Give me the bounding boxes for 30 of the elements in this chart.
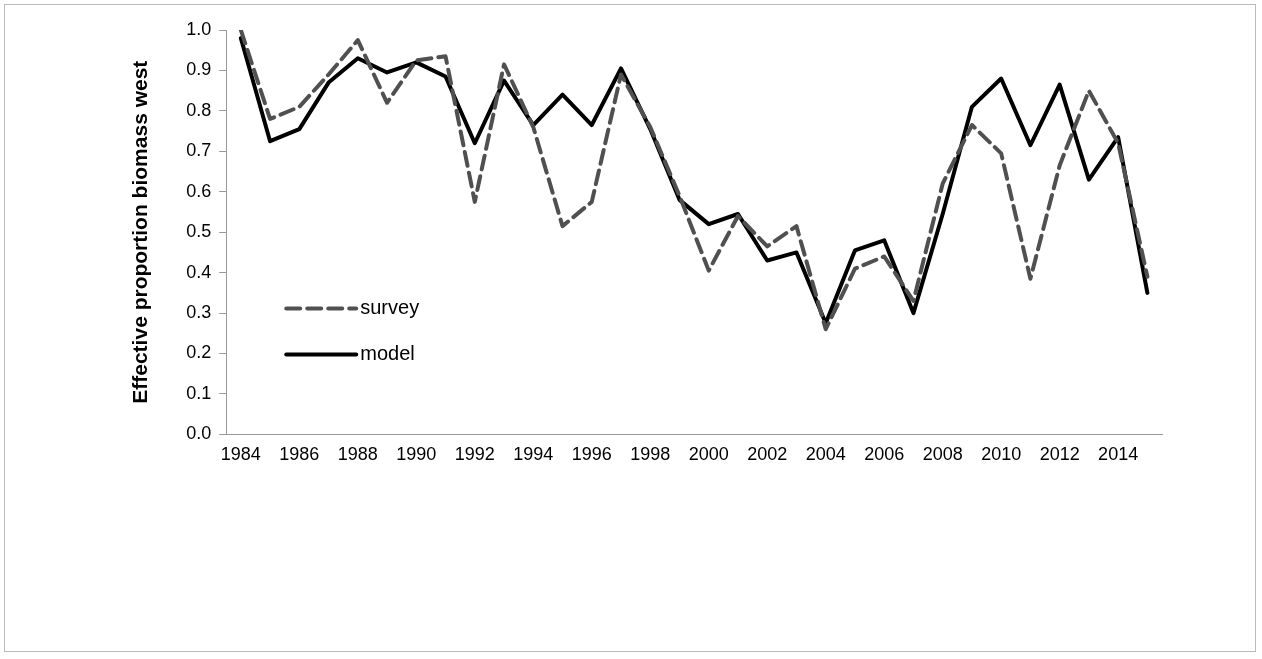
x-tick-label: 2012 bbox=[1039, 444, 1080, 465]
x-tick-label: 1998 bbox=[630, 444, 671, 465]
x-tick-label: 1986 bbox=[279, 444, 320, 465]
x-tick-label: 2008 bbox=[922, 444, 963, 465]
x-tick-label: 2014 bbox=[1098, 444, 1139, 465]
y-tick-label: 0.7 bbox=[186, 140, 212, 161]
x-tick-label: 2000 bbox=[688, 444, 729, 465]
legend-label: model bbox=[360, 341, 415, 364]
y-tick-label: 0.4 bbox=[186, 261, 212, 282]
x-tick-label: 1988 bbox=[337, 444, 378, 465]
y-axis-title: Effective proportion biomass west bbox=[128, 60, 152, 404]
x-tick-label: 2002 bbox=[747, 444, 788, 465]
y-tick-label: 0.9 bbox=[186, 59, 212, 80]
x-tick-label: 1996 bbox=[571, 444, 612, 465]
y-tick-label: 0.3 bbox=[186, 302, 212, 323]
y-tick-label: 0.8 bbox=[186, 99, 212, 120]
y-tick-label: 0.2 bbox=[186, 342, 212, 363]
y-tick-label: 0.5 bbox=[186, 221, 212, 242]
legend-label: survey bbox=[360, 295, 420, 318]
y-tick-label: 1.0 bbox=[186, 18, 212, 39]
x-tick-label: 2006 bbox=[864, 444, 905, 465]
y-tick-label: 0.1 bbox=[186, 382, 212, 403]
x-tick-label: 1992 bbox=[454, 444, 495, 465]
y-tick-label: 0.6 bbox=[186, 180, 212, 201]
x-tick-label: 1984 bbox=[220, 444, 261, 465]
x-tick-label: 1990 bbox=[396, 444, 437, 465]
y-tick-label: 0.0 bbox=[186, 423, 212, 444]
x-tick-label: 2010 bbox=[981, 444, 1022, 465]
x-tick-label: 2004 bbox=[805, 444, 846, 465]
x-tick-label: 1994 bbox=[513, 444, 554, 465]
